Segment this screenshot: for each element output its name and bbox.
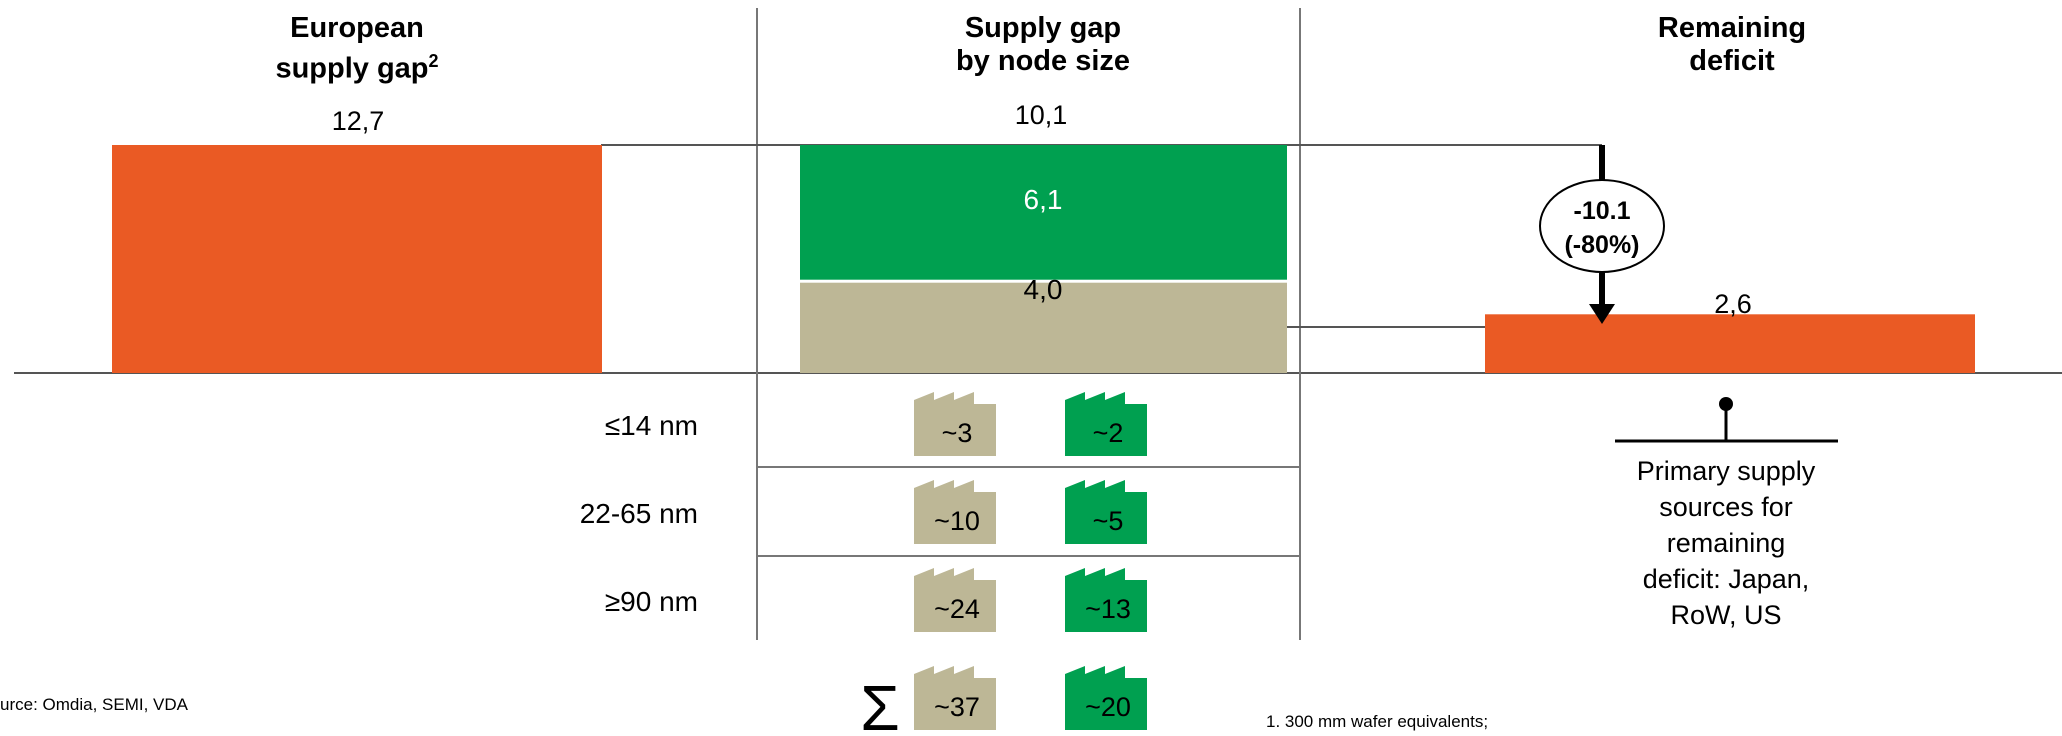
reduction-ellipse	[1539, 179, 1665, 273]
bar-value-total-node: 10,1	[1014, 100, 1068, 130]
reduction-value: -10.1	[1574, 197, 1631, 225]
primary-sources-line1: Primary supply	[1636, 456, 1816, 486]
footnote-marker: 2	[428, 51, 439, 71]
bar-value-european: 12,7	[331, 106, 385, 136]
factory-icon	[1065, 666, 1147, 730]
factory-count: ~5	[1093, 506, 1124, 536]
primary-sources-text: Primary supply sources for remaining def…	[1576, 453, 1876, 633]
bar-value-remaining: 2,6	[1714, 289, 1752, 319]
factory-icon	[1065, 480, 1147, 544]
factory-icon	[1065, 392, 1147, 456]
factory-khaki-sum: ~37	[914, 666, 996, 730]
factory-icon	[914, 568, 996, 632]
factory-count: ~24	[934, 594, 980, 624]
factory-green-row-3: ~13	[1065, 568, 1147, 632]
row-label-22-65nm: 22-65 nm	[579, 498, 698, 529]
factory-count: ~2	[1093, 418, 1124, 448]
factory-icon	[914, 480, 996, 544]
bar-remaining-deficit	[1485, 314, 1975, 373]
factory-green-sum: ~20	[1065, 666, 1147, 730]
row-label-14nm: ≤14 nm	[604, 410, 698, 441]
arrow-head-icon	[1589, 304, 1615, 324]
factory-icon	[914, 666, 996, 730]
middle-title-line1: Supply gap	[964, 12, 1122, 44]
factory-khaki-row-3: ~24	[914, 568, 996, 632]
footnote: 1. 300 mm wafer equivalents;	[1266, 712, 1489, 731]
left-title-text: supply gap	[275, 52, 429, 85]
factory-icon	[1065, 568, 1147, 632]
bar-segment-green	[800, 145, 1287, 280]
primary-sources-line5: RoW, US	[1670, 600, 1782, 630]
primary-sources-line2: sources for	[1659, 492, 1793, 522]
middle-column-title: Supply gap by node size	[893, 12, 1193, 78]
factory-khaki-row-2: ~10	[914, 480, 996, 544]
bar-european-supply-gap	[112, 145, 602, 373]
factory-count: ~20	[1085, 692, 1131, 722]
primary-sources-line3: remaining	[1666, 528, 1786, 558]
pin-icon	[1719, 397, 1733, 411]
left-title-line2: supply gap2	[207, 45, 507, 86]
factory-green-row-1: ~2	[1065, 392, 1147, 456]
right-title-line2: deficit	[1689, 45, 1775, 77]
row-label-90nm: ≥90 nm	[604, 586, 698, 617]
factory-icon	[914, 392, 996, 456]
factory-count: ~3	[942, 418, 973, 448]
right-title-line1: Remaining	[1657, 12, 1807, 44]
sigma-sum-icon: Σ	[860, 672, 900, 736]
factory-count: ~13	[1085, 594, 1131, 624]
source-note: urce: Omdia, SEMI, VDA	[0, 695, 188, 714]
left-title-line1: European	[290, 12, 424, 44]
left-column-title: European supply gap2	[207, 12, 507, 86]
factory-green-row-2: ~5	[1065, 480, 1147, 544]
factory-count: ~37	[934, 692, 980, 722]
bar-segment-khaki	[800, 282, 1287, 373]
reduction-percent: (-80%)	[1564, 231, 1639, 259]
segment-value-green: 6,1	[1023, 184, 1063, 215]
factory-count: ~10	[934, 506, 980, 536]
segment-value-khaki: 4,0	[1023, 274, 1063, 305]
middle-title-line2: by node size	[955, 45, 1131, 77]
factory-khaki-row-1: ~3	[914, 392, 996, 456]
right-column-title: Remaining deficit	[1582, 12, 1882, 78]
primary-sources-line4: deficit: Japan,	[1642, 564, 1810, 594]
